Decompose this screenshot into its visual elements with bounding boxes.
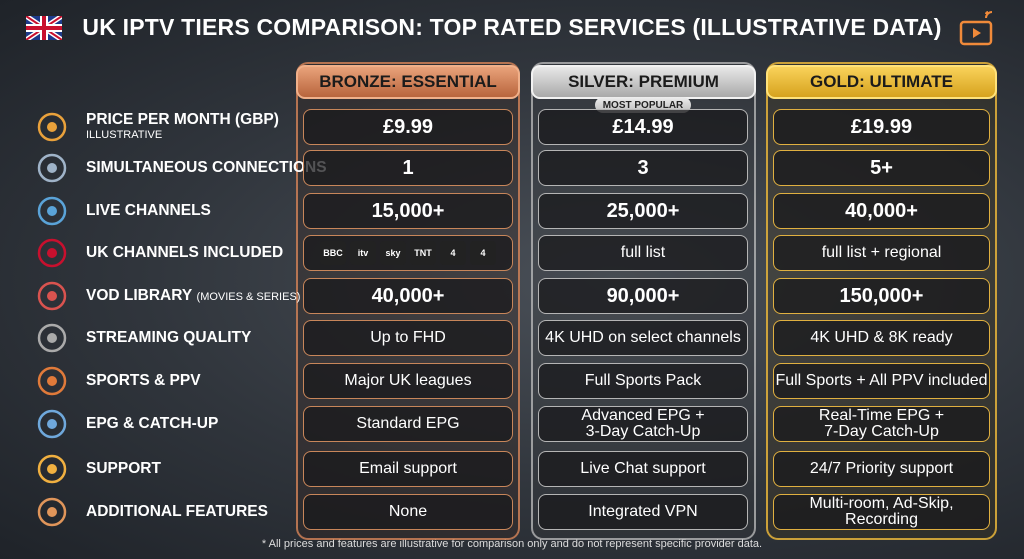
- icon-shape: [37, 112, 67, 142]
- table-cell: Integrated VPN: [538, 494, 748, 530]
- tier-header: BRONZE: ESSENTIAL: [296, 65, 520, 99]
- channel-logo: itv: [350, 241, 376, 265]
- uk-flag-icon: [26, 16, 62, 40]
- row-label: ADDITIONAL FEATURES: [86, 503, 268, 521]
- row-label: STREAMING QUALITY: [86, 329, 251, 347]
- icon-shape: [37, 238, 67, 268]
- row-label: SIMULTANEOUS CONNECTIONS: [86, 159, 327, 177]
- table-cell: 25,000+: [538, 193, 748, 229]
- table-cell: £9.99: [303, 109, 513, 145]
- tier-header: GOLD: ULTIMATE: [766, 65, 997, 99]
- icon-shape: [37, 281, 67, 311]
- channel-logo: BBC: [320, 241, 346, 265]
- icon-shape: [37, 323, 67, 353]
- table-cell: BBC itv sky TNT 4 4: [303, 235, 513, 271]
- table-cell: None: [303, 494, 513, 530]
- table-cell: 24/7 Priority support: [773, 451, 990, 487]
- row-icon: [30, 281, 74, 311]
- row-label-text: ADDITIONAL FEATURES: [86, 503, 268, 520]
- icon-shape: [37, 196, 67, 226]
- row-label: VOD LIBRARY (MOVIES & SERIES): [86, 287, 300, 305]
- row-icon: [30, 153, 74, 183]
- row-icon: [30, 323, 74, 353]
- table-cell: 40,000+: [303, 278, 513, 314]
- row-icon: [30, 454, 74, 484]
- table-cell: Multi-room, Ad-Skip, Recording: [773, 494, 990, 530]
- table-cell: Full Sports + All PPV included: [773, 363, 990, 399]
- channel-logo: 4: [470, 241, 496, 265]
- row-label-text: SIMULTANEOUS CONNECTIONS: [86, 159, 327, 176]
- row-icon: [30, 238, 74, 268]
- table-cell: Real-Time EPG + 7-Day Catch-Up: [773, 406, 990, 442]
- footnote: * All prices and features are illustrati…: [261, 538, 763, 550]
- channel-logo: sky: [380, 241, 406, 265]
- row-note: (MOVIES & SERIES): [196, 291, 301, 303]
- icon-shape: [37, 409, 67, 439]
- icon-shape: [37, 366, 67, 396]
- row-label-text: LIVE CHANNELS: [86, 202, 211, 219]
- row-note: ILLUSTRATIVE: [86, 129, 163, 141]
- table-cell: Full Sports Pack: [538, 363, 748, 399]
- row-label-text: SUPPORT: [86, 460, 161, 477]
- row-label-text: SPORTS & PPV: [86, 372, 201, 389]
- channel-logo: 4: [440, 241, 466, 265]
- table-cell: 5+: [773, 150, 990, 186]
- table-cell: 40,000+: [773, 193, 990, 229]
- table-cell: 150,000+: [773, 278, 990, 314]
- row-label: EPG & CATCH-UP: [86, 415, 218, 433]
- row-icon: [30, 112, 74, 142]
- table-cell: Up to FHD: [303, 320, 513, 356]
- row-label-text: PRICE PER MONTH (GBP): [86, 111, 279, 128]
- table-cell: 90,000+: [538, 278, 748, 314]
- icon-shape: [37, 454, 67, 484]
- row-label: UK CHANNELS INCLUDED: [86, 244, 283, 262]
- row-icon: [30, 196, 74, 226]
- row-label-text: EPG & CATCH-UP: [86, 415, 219, 432]
- table-cell: 15,000+: [303, 193, 513, 229]
- table-cell: £19.99: [773, 109, 990, 145]
- tv-icon: [959, 11, 993, 46]
- title: UK IPTV TIERS COMPARISON: TOP RATED SERV…: [82, 14, 942, 40]
- table-cell: full list: [538, 235, 748, 271]
- table-cell: Live Chat support: [538, 451, 748, 487]
- channel-logo: TNT: [410, 241, 436, 265]
- table-cell: Major UK leagues: [303, 363, 513, 399]
- table-cell: 4K UHD & 8K ready: [773, 320, 990, 356]
- table-cell: £14.99: [538, 109, 748, 145]
- row-icon: [30, 409, 74, 439]
- table-cell: 1: [303, 150, 513, 186]
- row-label-text: VOD LIBRARY: [86, 287, 193, 304]
- table-cell: Advanced EPG + 3-Day Catch-Up: [538, 406, 748, 442]
- table-cell: 3: [538, 150, 748, 186]
- tier-header: SILVER: PREMIUM: [531, 65, 756, 99]
- table-cell: Standard EPG: [303, 406, 513, 442]
- row-label: SPORTS & PPV: [86, 372, 201, 390]
- row-icon: [30, 497, 74, 527]
- table-cell: full list + regional: [773, 235, 990, 271]
- row-label: SUPPORT: [86, 460, 161, 478]
- row-label-text: UK CHANNELS INCLUDED: [86, 244, 284, 261]
- row-label: PRICE PER MONTH (GBP) ILLUSTRATIVE: [86, 111, 279, 141]
- row-label-text: STREAMING QUALITY: [86, 329, 252, 346]
- table-cell: Email support: [303, 451, 513, 487]
- row-icon: [30, 366, 74, 396]
- row-label: LIVE CHANNELS: [86, 202, 211, 220]
- icon-shape: [37, 153, 67, 183]
- table-cell: 4K UHD on select channels: [538, 320, 748, 356]
- icon-shape: [37, 497, 67, 527]
